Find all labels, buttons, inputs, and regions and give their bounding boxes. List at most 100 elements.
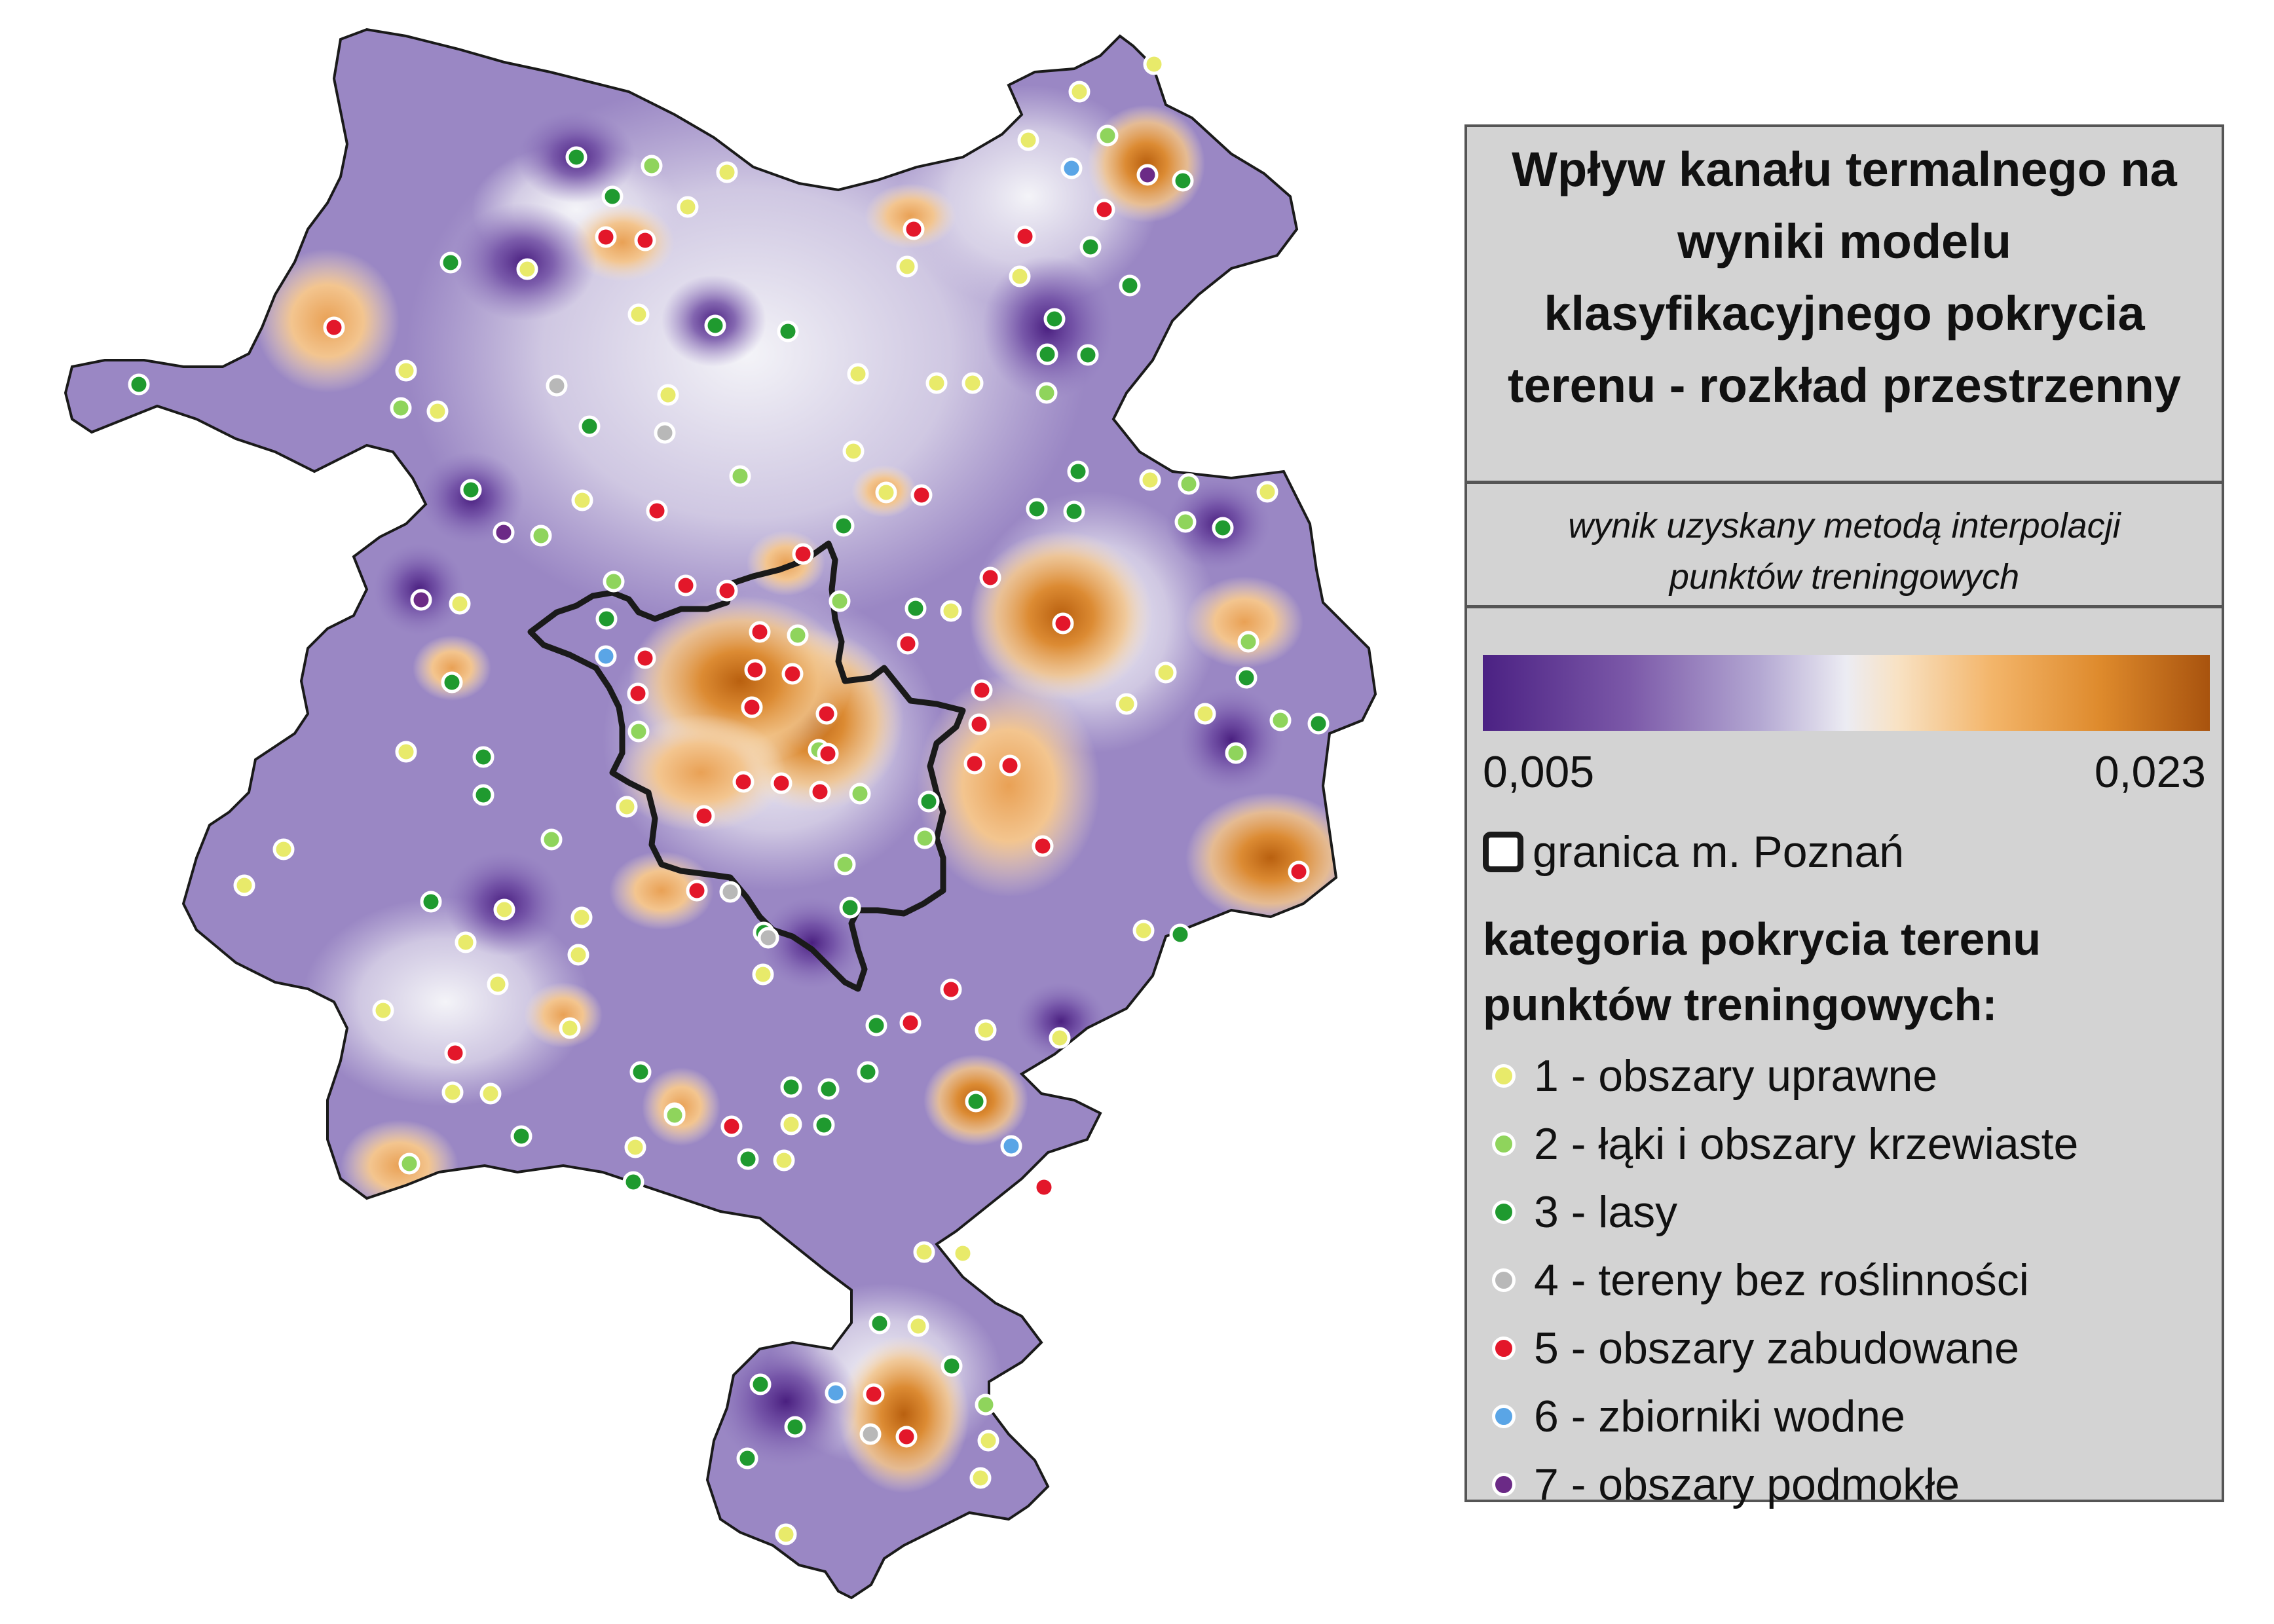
training-point [897, 633, 919, 655]
category-item: 6 - zbiorniki wodne [1483, 1391, 1905, 1442]
training-point [627, 720, 650, 743]
category-item: 1 - obszary uprawne [1483, 1050, 1937, 1101]
training-point [1017, 129, 1039, 151]
training-point [910, 484, 933, 506]
training-point [859, 1423, 882, 1445]
training-point [444, 1042, 466, 1064]
training-point [372, 999, 394, 1022]
training-point [516, 258, 538, 280]
training-point [895, 1426, 918, 1448]
training-point [1077, 344, 1099, 366]
training-point [704, 314, 726, 337]
training-point [410, 589, 432, 611]
category-label: 6 - zbiorniki wodne [1534, 1392, 1905, 1441]
training-point [817, 1078, 840, 1100]
training-point [571, 489, 593, 511]
category-label: 5 - obszary zabudowane [1534, 1323, 2019, 1373]
training-point [749, 1373, 772, 1395]
training-point [918, 790, 940, 813]
training-point [777, 320, 799, 342]
legend-title: Wpływ kanału termalnego na wyniki modelu… [1507, 142, 2181, 413]
training-point [493, 898, 515, 921]
training-point [904, 597, 927, 619]
training-point [863, 1383, 885, 1405]
category-item: 5 - obszary zabudowane [1483, 1323, 2019, 1374]
training-point [716, 161, 738, 183]
training-point [1288, 860, 1310, 883]
training-point [1068, 81, 1090, 103]
category-item: 4 - tereny bez roślinności [1483, 1255, 2029, 1306]
training-point [849, 783, 871, 805]
training-point [781, 663, 804, 685]
region-outline [64, 28, 1377, 1600]
training-point [813, 1114, 835, 1136]
training-point [595, 645, 617, 667]
training-point [1000, 1135, 1022, 1157]
training-point [1139, 469, 1161, 491]
training-point [1225, 742, 1247, 764]
training-point [1235, 667, 1258, 689]
training-point [736, 1447, 758, 1469]
training-point [865, 1014, 887, 1037]
interpolation-map [64, 28, 1377, 1600]
training-point [975, 1019, 997, 1041]
training-point [622, 1171, 644, 1193]
training-point [757, 927, 779, 949]
training-point [420, 891, 442, 913]
training-point [825, 1382, 847, 1404]
training-point [1307, 712, 1330, 735]
training-point [627, 682, 649, 705]
legend-separator-1 [1467, 481, 2222, 484]
ramp-min-label: 0,005 [1483, 747, 1595, 797]
training-point [1169, 923, 1191, 946]
training-point [899, 1012, 922, 1034]
training-point [663, 1104, 686, 1126]
training-point [634, 647, 656, 669]
training-point [634, 229, 656, 251]
training-point [729, 465, 751, 487]
training-point [1178, 473, 1200, 495]
training-point [510, 1125, 532, 1147]
training-point [716, 580, 738, 602]
training-point [641, 155, 663, 177]
training-point [1014, 225, 1036, 248]
category-dot [1492, 1405, 1516, 1428]
category-label: 4 - tereny bez roślinności [1534, 1255, 2029, 1305]
training-point [834, 853, 856, 876]
training-point [1119, 274, 1141, 297]
training-point [1256, 481, 1278, 503]
training-point [233, 874, 255, 896]
training-point [773, 1149, 795, 1172]
training-point [479, 1082, 502, 1105]
training-point [784, 1416, 806, 1438]
training-point [965, 1090, 987, 1113]
training-point [595, 608, 618, 630]
training-point [1143, 53, 1165, 75]
category-label: 3 - lasy [1534, 1187, 1678, 1237]
training-points [128, 53, 1330, 1545]
training-point [896, 255, 918, 278]
training-point [390, 397, 412, 419]
training-point [963, 752, 986, 775]
training-point [780, 1076, 802, 1098]
training-point [1036, 343, 1058, 365]
training-point [1052, 612, 1074, 635]
training-point [487, 973, 509, 995]
training-point [472, 746, 494, 768]
training-point [441, 1081, 464, 1103]
training-point [395, 741, 417, 763]
training-point [449, 593, 471, 615]
training-point [441, 671, 463, 693]
training-point [595, 226, 617, 248]
training-point [395, 360, 417, 382]
training-point [780, 1113, 802, 1135]
training-point [787, 624, 809, 646]
training-point [1093, 198, 1115, 221]
training-point [559, 1017, 581, 1039]
training-point [657, 384, 679, 406]
training-point [868, 1312, 891, 1335]
categories-header: kategoria pokrycia terenu punktów trenin… [1483, 913, 2041, 1030]
training-point [677, 196, 699, 218]
training-point [999, 754, 1021, 777]
training-point [975, 1393, 997, 1416]
